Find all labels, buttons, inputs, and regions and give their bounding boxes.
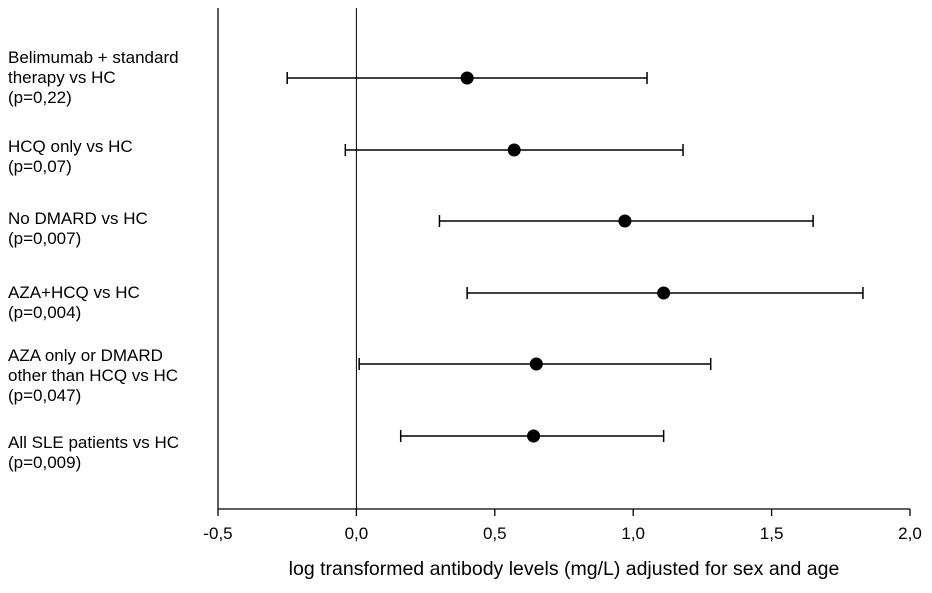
forest-row xyxy=(438,214,814,228)
point-estimate xyxy=(460,71,474,85)
row-label-line: other than HCQ vs HC xyxy=(8,366,179,385)
point-estimate xyxy=(527,429,541,443)
x-tick-label: 1,0 xyxy=(621,524,645,543)
x-ticks: -0,5 0,0 0,5 1,0 1,5 2,0 xyxy=(203,509,922,543)
axes xyxy=(217,8,910,510)
row-label-line: therapy vs HC xyxy=(8,68,116,87)
forest-row xyxy=(399,429,665,443)
row-label: AZA only or DMARD other than HCQ vs HC (p=… xyxy=(8,346,178,406)
row-label-line: (p=0,07) xyxy=(8,157,72,176)
row-label: All SLE patients vs HC (p=0,009) xyxy=(8,433,179,473)
forest-row xyxy=(344,143,684,157)
row-label: HCQ only vs HC (p=0,07) xyxy=(8,137,133,177)
row-label-line: No DMARD vs HC xyxy=(8,209,148,228)
forest-row xyxy=(466,286,864,300)
row-label-line: AZA only or DMARD xyxy=(8,346,163,365)
chart-marks xyxy=(286,71,864,443)
row-label-line: (p=0,004) xyxy=(8,303,82,322)
row-label-line: (p=0,22) xyxy=(8,88,72,107)
row-label: AZA+HCQ vs HC (p=0,004) xyxy=(8,283,140,323)
point-estimate xyxy=(657,286,671,300)
x-tick-label: 1,5 xyxy=(760,524,784,543)
row-label-line: AZA+HCQ vs HC xyxy=(8,283,140,302)
forest-row xyxy=(358,357,712,371)
point-estimate xyxy=(618,214,632,228)
row-label-line: (p=0,007) xyxy=(8,229,82,248)
x-tick-label: -0,5 xyxy=(203,524,232,543)
row-label: No DMARD vs HC (p=0,007) xyxy=(8,209,148,249)
point-estimate xyxy=(529,357,543,371)
forest-row xyxy=(286,71,648,85)
row-label-line: (p=0,009) xyxy=(8,453,82,472)
point-estimate xyxy=(507,143,521,157)
row-label-line: Belimumab + standard xyxy=(8,48,179,67)
x-axis-label: log transformed antibody levels (mg/L) a… xyxy=(288,558,840,580)
row-label-line: (p=0,047) xyxy=(8,386,82,405)
x-tick-label: 0,5 xyxy=(483,524,507,543)
row-label: Belimumab + standard therapy vs HC (p=0,22… xyxy=(8,48,179,108)
row-label-line: All SLE patients vs HC xyxy=(8,433,180,452)
x-tick-label: 2,0 xyxy=(898,524,922,543)
row-label-line: HCQ only vs HC xyxy=(8,137,133,156)
x-tick-label: 0,0 xyxy=(345,524,369,543)
